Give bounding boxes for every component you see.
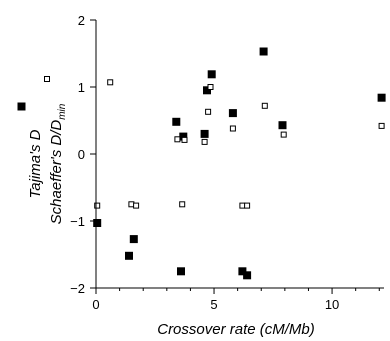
data-point-filled [179, 132, 188, 141]
data-point-open [107, 79, 114, 86]
y-tick-label: −1 [70, 214, 85, 229]
data-point-filled [177, 267, 185, 276]
data-point-open [229, 125, 236, 132]
data-point-filled [203, 86, 211, 95]
y-axis-label-schaeffer: Schaeffer's D/Dmin [48, 103, 68, 224]
axes: −2 −1 0 1 2 0 5 10 [70, 13, 384, 312]
data-point-open [201, 138, 208, 145]
y-axis-label-schaeffer-main: Schaeffer's D/D [48, 120, 65, 225]
x-tick-label: 0 [92, 297, 99, 312]
data-point-open [133, 202, 140, 209]
x-axis-label: Crossover rate (cM/Mb) [157, 321, 315, 338]
data-point-filled [259, 47, 268, 56]
y-tick-label: 1 [78, 80, 85, 95]
data-point-open [244, 202, 251, 209]
data-point-filled [125, 251, 133, 260]
data-point-open [179, 201, 186, 208]
x-tick-label: 5 [210, 297, 217, 312]
legend-open-square [44, 76, 50, 82]
data-point-filled [228, 109, 237, 118]
y-tick-label: 2 [78, 13, 85, 28]
data-point-open [207, 84, 214, 90]
y-tick-label: 0 [78, 147, 85, 162]
data-point-filled [278, 121, 287, 130]
y-axis-label-tajima: Tajima's D [27, 129, 44, 198]
data-point-filled [377, 93, 386, 102]
data-point-filled [243, 271, 252, 280]
data-point-filled [200, 129, 209, 138]
y-axis-label-schaeffer-sub: min [57, 103, 68, 120]
data-point-filled [238, 267, 247, 276]
x-tick-label: 10 [325, 297, 339, 312]
data-point-open [94, 202, 101, 209]
data-point-filled [93, 219, 102, 227]
plot-area [93, 47, 386, 280]
data-point-open [378, 122, 385, 129]
data-point-open [181, 136, 188, 143]
y-tick-label: −2 [70, 281, 85, 296]
data-point-filled [129, 235, 138, 244]
legend-filled-square [17, 102, 26, 111]
data-point-open [261, 102, 268, 109]
data-point-filled [172, 117, 181, 126]
data-point-open [174, 136, 181, 143]
data-point-open [280, 131, 287, 138]
data-point-open [205, 108, 212, 115]
data-point-filled [207, 70, 216, 79]
